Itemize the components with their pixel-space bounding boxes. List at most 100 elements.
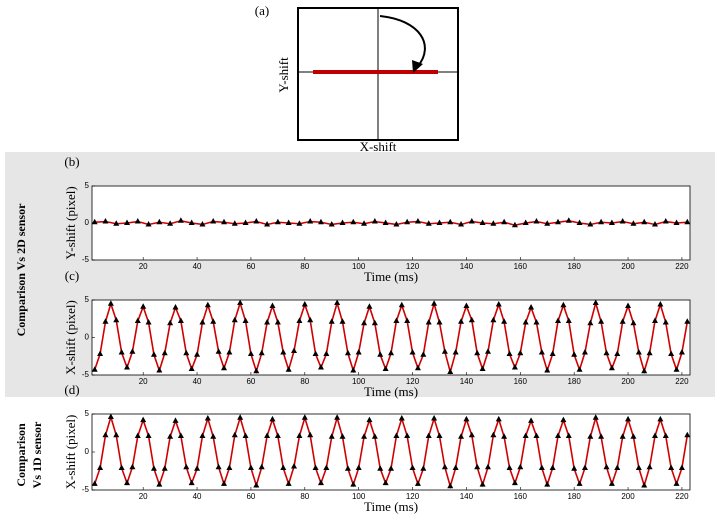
- marker: [576, 366, 583, 372]
- marker: [113, 316, 120, 323]
- x-tick-label: 20: [139, 377, 148, 386]
- marker: [161, 349, 168, 356]
- marker: [458, 433, 465, 439]
- marker: [242, 432, 249, 439]
- marker: [355, 464, 362, 470]
- marker: [544, 481, 551, 487]
- marker: [495, 415, 502, 422]
- y-tick-label: -5: [82, 485, 90, 494]
- marker: [528, 304, 535, 310]
- marker: [625, 415, 632, 422]
- marker: [544, 367, 551, 373]
- marker: [592, 414, 599, 420]
- marker: [274, 432, 281, 439]
- marker: [199, 220, 206, 227]
- marker: [668, 464, 675, 470]
- marker: [436, 319, 443, 325]
- marker: [140, 303, 147, 309]
- marker: [592, 299, 599, 305]
- marker: [436, 219, 443, 225]
- marker: [274, 319, 281, 325]
- marker: [323, 464, 330, 470]
- marker: [339, 433, 346, 439]
- marker: [576, 219, 583, 225]
- marker: [140, 416, 147, 423]
- marker: [291, 462, 298, 469]
- marker: [501, 318, 508, 324]
- marker: [312, 464, 319, 470]
- marker: [533, 432, 540, 439]
- marker: [91, 480, 98, 486]
- marker: [506, 350, 513, 356]
- marker: [533, 218, 540, 224]
- marker: [172, 417, 179, 423]
- marker: [614, 350, 621, 356]
- marker: [608, 364, 615, 371]
- marker: [215, 463, 222, 470]
- marker: [425, 432, 432, 439]
- marker: [97, 464, 104, 470]
- marker: [431, 300, 438, 306]
- marker: [296, 317, 303, 323]
- x-tick-label: 220: [675, 377, 689, 386]
- marker: [91, 218, 98, 225]
- marker: [404, 317, 411, 323]
- x-tick-label: 80: [300, 492, 309, 501]
- marker: [635, 464, 642, 470]
- marker: [501, 433, 508, 439]
- marker: [366, 303, 373, 309]
- marker: [635, 349, 642, 355]
- marker: [576, 480, 583, 486]
- marker: [145, 220, 152, 227]
- marker: [555, 432, 562, 439]
- marker: [533, 319, 540, 325]
- marker: [307, 316, 314, 323]
- x-tick-label: 160: [514, 262, 528, 271]
- y-tick-label: 5: [85, 409, 90, 418]
- marker: [350, 481, 357, 487]
- marker: [684, 318, 691, 324]
- marker: [258, 349, 265, 356]
- chart: 20 40 60 80 100 120 140 160 180 200 220 -5 0 5 (b) Time…: [63, 154, 691, 284]
- x-tick-label: 100: [352, 262, 366, 271]
- marker: [657, 415, 664, 422]
- marker: [420, 351, 427, 357]
- marker: [296, 220, 303, 226]
- marker: [150, 351, 157, 357]
- x-tick-label: 220: [675, 492, 689, 501]
- x-tick-label: 40: [193, 492, 202, 501]
- marker: [657, 301, 664, 307]
- marker: [404, 432, 411, 439]
- marker: [344, 465, 351, 471]
- marker: [156, 218, 163, 225]
- marker: [651, 317, 658, 323]
- x-tick-label: 200: [621, 262, 635, 271]
- marker: [436, 432, 443, 439]
- marker: [468, 316, 475, 323]
- marker: [398, 415, 405, 421]
- marker: [102, 318, 109, 324]
- x-tick-label: 100: [352, 377, 366, 386]
- marker: [124, 479, 131, 486]
- y-tick-label: 5: [85, 295, 90, 304]
- marker: [463, 415, 470, 422]
- marker: [528, 417, 535, 423]
- marker: [479, 219, 486, 225]
- marker: [414, 218, 421, 224]
- marker: [204, 301, 211, 308]
- marker: [323, 350, 330, 356]
- marker: [264, 432, 271, 439]
- marker: [684, 431, 691, 438]
- x-tick-label: 60: [246, 262, 255, 271]
- marker: [662, 432, 669, 439]
- marker: [447, 368, 454, 374]
- x-tick-label: 120: [406, 492, 420, 501]
- x-tick-label: 160: [514, 377, 528, 386]
- x-tick-label: 60: [246, 377, 255, 386]
- panel-label: (d): [64, 382, 79, 397]
- marker: [226, 349, 233, 355]
- marker: [651, 432, 658, 439]
- marker: [210, 433, 217, 439]
- marker: [549, 350, 556, 356]
- marker: [571, 465, 578, 471]
